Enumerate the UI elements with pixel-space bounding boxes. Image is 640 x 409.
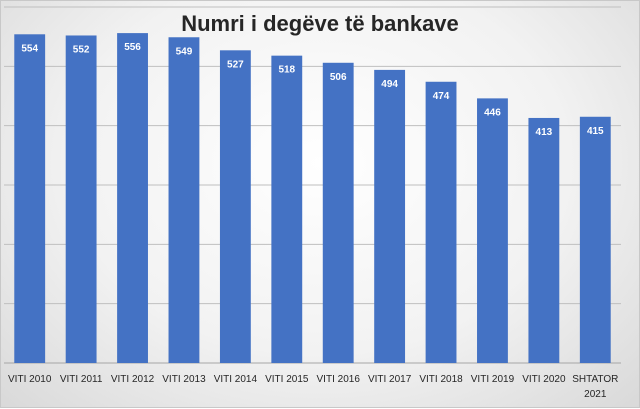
data-label: 446 bbox=[484, 107, 501, 118]
x-tick-label: VITI 2020 bbox=[522, 374, 566, 385]
data-label: 415 bbox=[587, 126, 604, 137]
x-tick-label: VITI 2018 bbox=[419, 374, 463, 385]
data-label: 413 bbox=[536, 127, 553, 138]
x-tick-label: VITI 2012 bbox=[111, 374, 155, 385]
x-tick-label: VITI 2016 bbox=[317, 374, 361, 385]
chart-title: Numri i degëve të bankave bbox=[181, 11, 459, 36]
x-tick-label: VITI 2013 bbox=[162, 374, 206, 385]
x-tick-label: VITI 2010 bbox=[8, 374, 52, 385]
data-label: 527 bbox=[227, 59, 244, 70]
x-tick-label: VITI 2015 bbox=[265, 374, 309, 385]
bar bbox=[425, 81, 457, 363]
data-label: 554 bbox=[21, 43, 38, 54]
bar bbox=[477, 98, 508, 363]
x-tick-label: VITI 2019 bbox=[471, 374, 515, 385]
data-label: 552 bbox=[73, 44, 90, 55]
data-label: 506 bbox=[330, 72, 347, 83]
data-label: 474 bbox=[433, 91, 450, 102]
data-label: 494 bbox=[381, 79, 398, 90]
bar bbox=[117, 33, 148, 364]
bar bbox=[14, 34, 46, 363]
x-tick-label: SHTATOR 2021 bbox=[572, 374, 618, 400]
data-label: 518 bbox=[278, 65, 295, 76]
bar bbox=[579, 116, 611, 364]
bar bbox=[219, 50, 251, 364]
data-label: 556 bbox=[124, 42, 141, 53]
bar bbox=[271, 55, 303, 364]
bar bbox=[528, 117, 560, 363]
data-label: 549 bbox=[176, 46, 193, 57]
bar bbox=[65, 35, 97, 363]
x-tick-label: VITI 2011 bbox=[60, 374, 103, 385]
x-tick-label: VITI 2014 bbox=[214, 374, 258, 385]
x-tick-label: VITI 2017 bbox=[368, 374, 412, 385]
bar bbox=[322, 62, 354, 363]
bar bbox=[374, 69, 406, 363]
bar bbox=[168, 37, 200, 363]
